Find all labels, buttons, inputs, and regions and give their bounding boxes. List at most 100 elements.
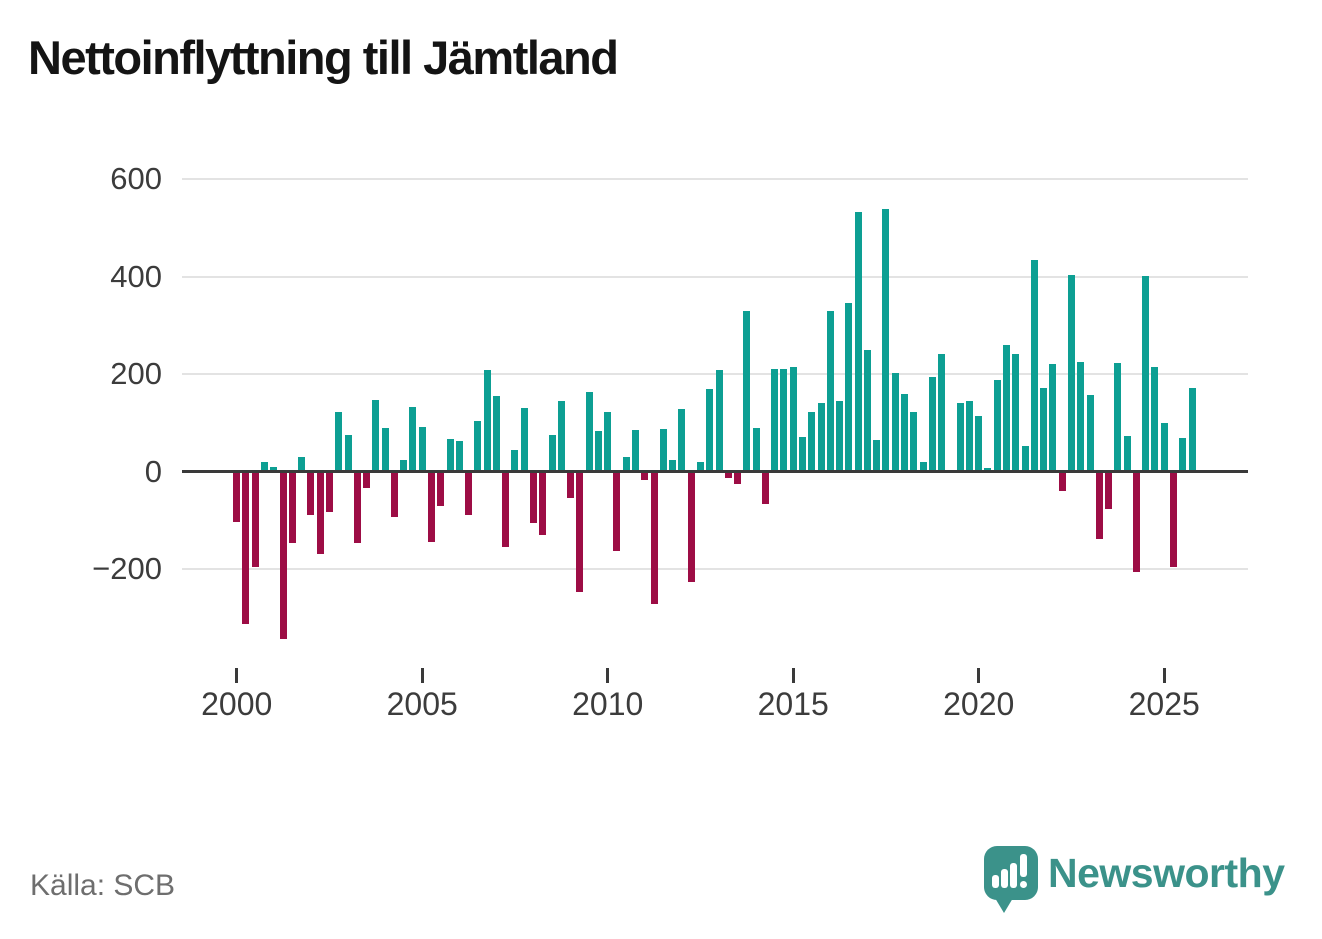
source-caption: Källa: SCB [30,869,176,902]
bar-2004-q4 [409,407,417,472]
bar-2006-q4 [483,369,491,472]
bar-2000-q3 [251,471,259,567]
bar-2001-q2 [279,471,287,639]
bar-2025-q4 [1188,388,1196,472]
bar-2005-q2 [427,471,435,542]
bar-2009-q3 [585,392,593,472]
bar-2010-q3 [622,456,630,472]
bar-2006-q1 [455,440,463,472]
bar-2007-q2 [502,471,510,547]
bar-2013-q1 [715,369,723,472]
bar-2012-q4 [706,388,714,472]
bar-2003-q4 [372,400,380,472]
bar-2025-q2 [1169,471,1177,567]
x-axis-tick [791,668,795,683]
bar-2012-q2 [687,471,695,582]
y-axis-label: 0 [144,453,162,489]
x-axis-tick [235,668,239,683]
y-axis-label: 600 [110,161,162,197]
bar-2019-q3 [956,403,964,472]
gridline [182,568,1248,571]
bar-2010-q2 [613,471,621,552]
bar-2006-q3 [474,421,482,472]
bar-2002-q2 [316,471,324,554]
bar-2020-q3 [993,380,1001,472]
bar-2008-q1 [530,471,537,523]
bar-2017-q2 [873,440,881,472]
bar-2017-q1 [863,350,871,472]
bar-2014-q1 [752,428,760,472]
bar-2021-q3 [1030,260,1038,472]
bar-2021-q4 [1040,388,1048,472]
bar-2018-q2 [910,412,918,472]
zero-axis-line [182,470,1248,474]
bar-2023-q4 [1114,362,1122,472]
page-title: Nettoinflyttning till Jämtland [28,31,619,84]
bar-2000-q2 [242,471,250,624]
x-axis-label: 2025 [1128,686,1200,722]
logo-exclamation-dot-icon [1020,881,1027,888]
bar-2023-q3 [1105,471,1113,510]
y-axis-label: −200 [92,551,162,587]
logo-bar-chart-glyph [1010,863,1017,888]
bar-2007-q4 [520,408,528,472]
bar-2012-q1 [678,409,686,472]
bar-2010-q4 [632,429,640,472]
bar-2005-q1 [418,426,426,472]
bar-2002-q4 [335,411,343,472]
logo-exclamation-icon [1020,854,1027,877]
bar-2008-q3 [548,435,556,472]
bar-2006-q2 [465,471,473,515]
bar-2004-q1 [381,428,389,472]
bar-2002-q3 [325,471,333,512]
x-axis-label: 2015 [757,686,829,722]
bar-2014-q4 [780,369,788,472]
bar-2011-q4 [669,459,677,472]
x-axis-label: 2000 [201,686,273,722]
newsworthy-logo: Newsworthy [984,846,1304,916]
x-axis-tick [977,668,981,683]
bar-2013-q3 [734,471,742,485]
bar-2011-q1 [641,471,649,480]
bar-2016-q1 [826,310,834,472]
x-axis-tick [420,668,424,683]
bar-2010-q1 [604,412,612,472]
newsworthy-logo-icon [984,846,1038,913]
bar-2018-q4 [928,376,936,472]
y-axis-label: 400 [110,258,162,294]
bar-2022-q2 [1058,471,1066,492]
bar-2011-q3 [659,428,667,472]
bar-2009-q1 [567,471,575,498]
bar-2014-q2 [761,471,769,505]
bar-2005-q4 [446,439,454,472]
bar-2023-q2 [1095,471,1103,540]
x-axis-tick [1162,668,1166,683]
bar-2018-q3 [919,461,927,472]
bar-2007-q3 [511,449,519,472]
bar-2000-q4 [261,461,269,472]
x-axis-tick [606,668,610,683]
bar-2012-q3 [696,462,704,472]
bar-2018-q1 [901,394,908,472]
y-axis-label: 200 [110,356,162,392]
bar-2001-q1 [270,467,278,472]
gridline [182,178,1248,181]
newsworthy-wordmark: Newsworthy [1048,850,1285,896]
bar-2008-q4 [557,401,565,472]
bar-2009-q2 [576,471,584,593]
bar-2019-q1 [938,354,946,472]
bar-2024-q4 [1151,367,1159,472]
bar-2019-q4 [965,401,973,472]
logo-bar-chart-glyph [992,875,999,888]
bar-2023-q1 [1086,394,1094,472]
bar-2009-q4 [594,430,602,472]
bar-2003-q1 [344,435,352,472]
bar-2004-q2 [390,471,398,517]
bar-2020-q1 [975,416,983,472]
bar-2024-q1 [1123,436,1131,472]
bar-2002-q1 [307,471,315,516]
bar-2021-q1 [1012,354,1020,472]
x-axis-label: 2020 [943,686,1015,722]
bar-2022-q4 [1077,361,1085,472]
